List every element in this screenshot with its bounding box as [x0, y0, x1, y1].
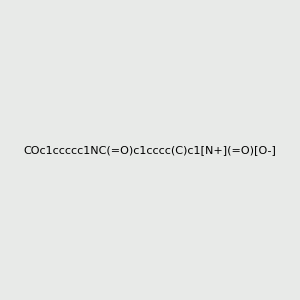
Text: COc1ccccc1NC(=O)c1cccc(C)c1[N+](=O)[O-]: COc1ccccc1NC(=O)c1cccc(C)c1[N+](=O)[O-]	[24, 145, 276, 155]
